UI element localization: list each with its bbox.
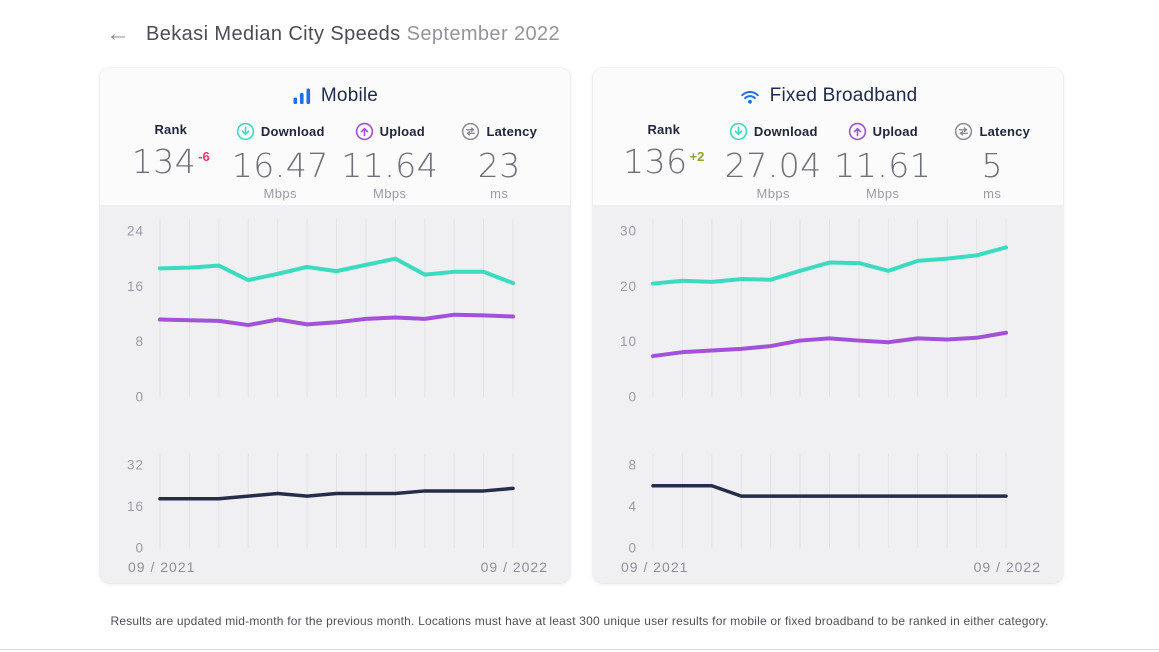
rank-unit: [609, 182, 719, 197]
upload-unit: Mbps: [866, 186, 900, 201]
bottom-divider: [0, 649, 1159, 650]
x-axis-label-start: 09 / 2021: [621, 559, 689, 575]
svg-text:30: 30: [620, 224, 637, 239]
latency-circle-arrows-icon: [955, 122, 973, 141]
fixed-download-stat: Download 27.04 Mbps: [719, 122, 829, 201]
svg-text:0: 0: [135, 541, 144, 556]
mobile-x-axis-labels: 09 / 2021 09 / 2022: [100, 558, 570, 575]
fixed-latency-chart[interactable]: 8 4 0: [593, 440, 1063, 558]
svg-text:16: 16: [127, 499, 144, 514]
svg-text:8: 8: [135, 334, 144, 349]
rank-label: Rank: [647, 122, 681, 137]
svg-text:32: 32: [127, 458, 144, 473]
mobile-latency-stat: Latency 23 ms: [445, 122, 555, 201]
fixed-rank-stat: Rank 136 +2: [609, 122, 719, 201]
fixed-x-axis-labels: 09 / 2021 09 / 2022: [593, 558, 1063, 575]
fixed-stats-row: Rank 136 +2 Download 27.04: [593, 107, 1063, 201]
rank-value: 134 -6: [131, 142, 210, 181]
rank-value: 136 +2: [623, 142, 705, 181]
card-title-label: Mobile: [320, 85, 379, 106]
mobile-chart-area: 24 16 8 0 32 16 0 09 / 2021 09 / 2022: [100, 205, 570, 583]
download-unit: Mbps: [263, 186, 297, 201]
mobile-stats-row: Rank 134 -6 Download 16.47: [100, 107, 570, 201]
svg-text:10: 10: [620, 334, 637, 349]
upload-label: Upload: [379, 124, 425, 139]
wifi-icon: [740, 90, 759, 104]
mobile-speed-chart[interactable]: 24 16 8 0: [100, 205, 570, 410]
rank-change-badge: -6: [198, 149, 210, 164]
mobile-card-header: Mobile Rank 134 -6 Dow: [100, 68, 570, 205]
fixed-chart-area: 30 20 10 0 8 4 0 09 / 2021 09 / 2022: [593, 205, 1063, 583]
x-axis-label-end: 09 / 2022: [480, 559, 548, 575]
upload-circle-arrow-icon: [355, 122, 373, 141]
back-arrow-icon[interactable]: ←: [106, 20, 130, 47]
page-subtitle: September 2022: [406, 22, 561, 45]
fixed-upload-stat: Upload 11.61 Mbps: [828, 122, 938, 201]
latency-value: 5: [981, 146, 1003, 185]
svg-text:24: 24: [127, 224, 144, 239]
upload-unit: Mbps: [373, 186, 407, 201]
fixed-card-header: Fixed Broadband Rank 136 +2: [593, 68, 1063, 205]
rank-change-badge: +2: [689, 149, 705, 164]
fixed-card-title: Fixed Broadband: [593, 68, 1063, 107]
upload-circle-arrow-icon: [848, 122, 866, 141]
mobile-card-title: Mobile: [100, 68, 570, 107]
mobile-rank-stat: Rank 134 -6: [116, 122, 226, 201]
mobile-download-stat: Download 16.47 Mbps: [226, 122, 336, 201]
fixed-broadband-card: Fixed Broadband Rank 136 +2: [593, 68, 1063, 583]
cards-row: Mobile Rank 134 -6 Dow: [100, 68, 1063, 583]
download-value: 16.47: [231, 146, 329, 185]
download-circle-arrow-icon: [236, 122, 255, 141]
upload-label: Upload: [872, 124, 918, 139]
upload-value: 11.61: [834, 146, 932, 185]
upload-value: 11.64: [341, 146, 439, 185]
rank-unit: [116, 182, 226, 197]
card-title-label: Fixed Broadband: [769, 85, 918, 106]
mobile-upload-stat: Upload 11.64 Mbps: [335, 122, 445, 201]
latency-label: Latency: [486, 124, 538, 139]
latency-label: Latency: [979, 124, 1031, 139]
footer-note: Results are updated mid-month for the pr…: [110, 614, 1049, 628]
download-label: Download: [260, 124, 325, 139]
mobile-signal-bars-icon: [293, 88, 311, 104]
page-title: Bekasi Median City Speeds: [146, 22, 401, 45]
fixed-latency-stat: Latency 5 ms: [938, 122, 1048, 201]
svg-text:20: 20: [620, 279, 637, 294]
latency-value: 23: [477, 146, 521, 185]
svg-text:0: 0: [628, 541, 637, 556]
latency-circle-arrows-icon: [462, 122, 480, 141]
download-circle-arrow-icon: [729, 122, 748, 141]
download-unit: Mbps: [756, 186, 790, 201]
x-axis-label-start: 09 / 2021: [128, 559, 196, 575]
svg-text:4: 4: [628, 499, 637, 514]
download-label: Download: [753, 124, 818, 139]
svg-text:0: 0: [628, 390, 637, 405]
mobile-latency-chart[interactable]: 32 16 0: [100, 440, 570, 558]
fixed-speed-chart[interactable]: 30 20 10 0: [593, 205, 1063, 410]
mobile-card: Mobile Rank 134 -6 Dow: [100, 68, 570, 583]
download-value: 27.04: [724, 146, 822, 185]
rank-label: Rank: [154, 122, 188, 137]
svg-text:8: 8: [628, 458, 637, 473]
svg-text:16: 16: [127, 279, 144, 294]
x-axis-label-end: 09 / 2022: [973, 559, 1041, 575]
latency-unit: ms: [983, 186, 1002, 201]
page-header: ← Bekasi Median City Speeds September 202…: [106, 22, 560, 46]
svg-text:0: 0: [135, 390, 144, 405]
latency-unit: ms: [490, 186, 509, 201]
